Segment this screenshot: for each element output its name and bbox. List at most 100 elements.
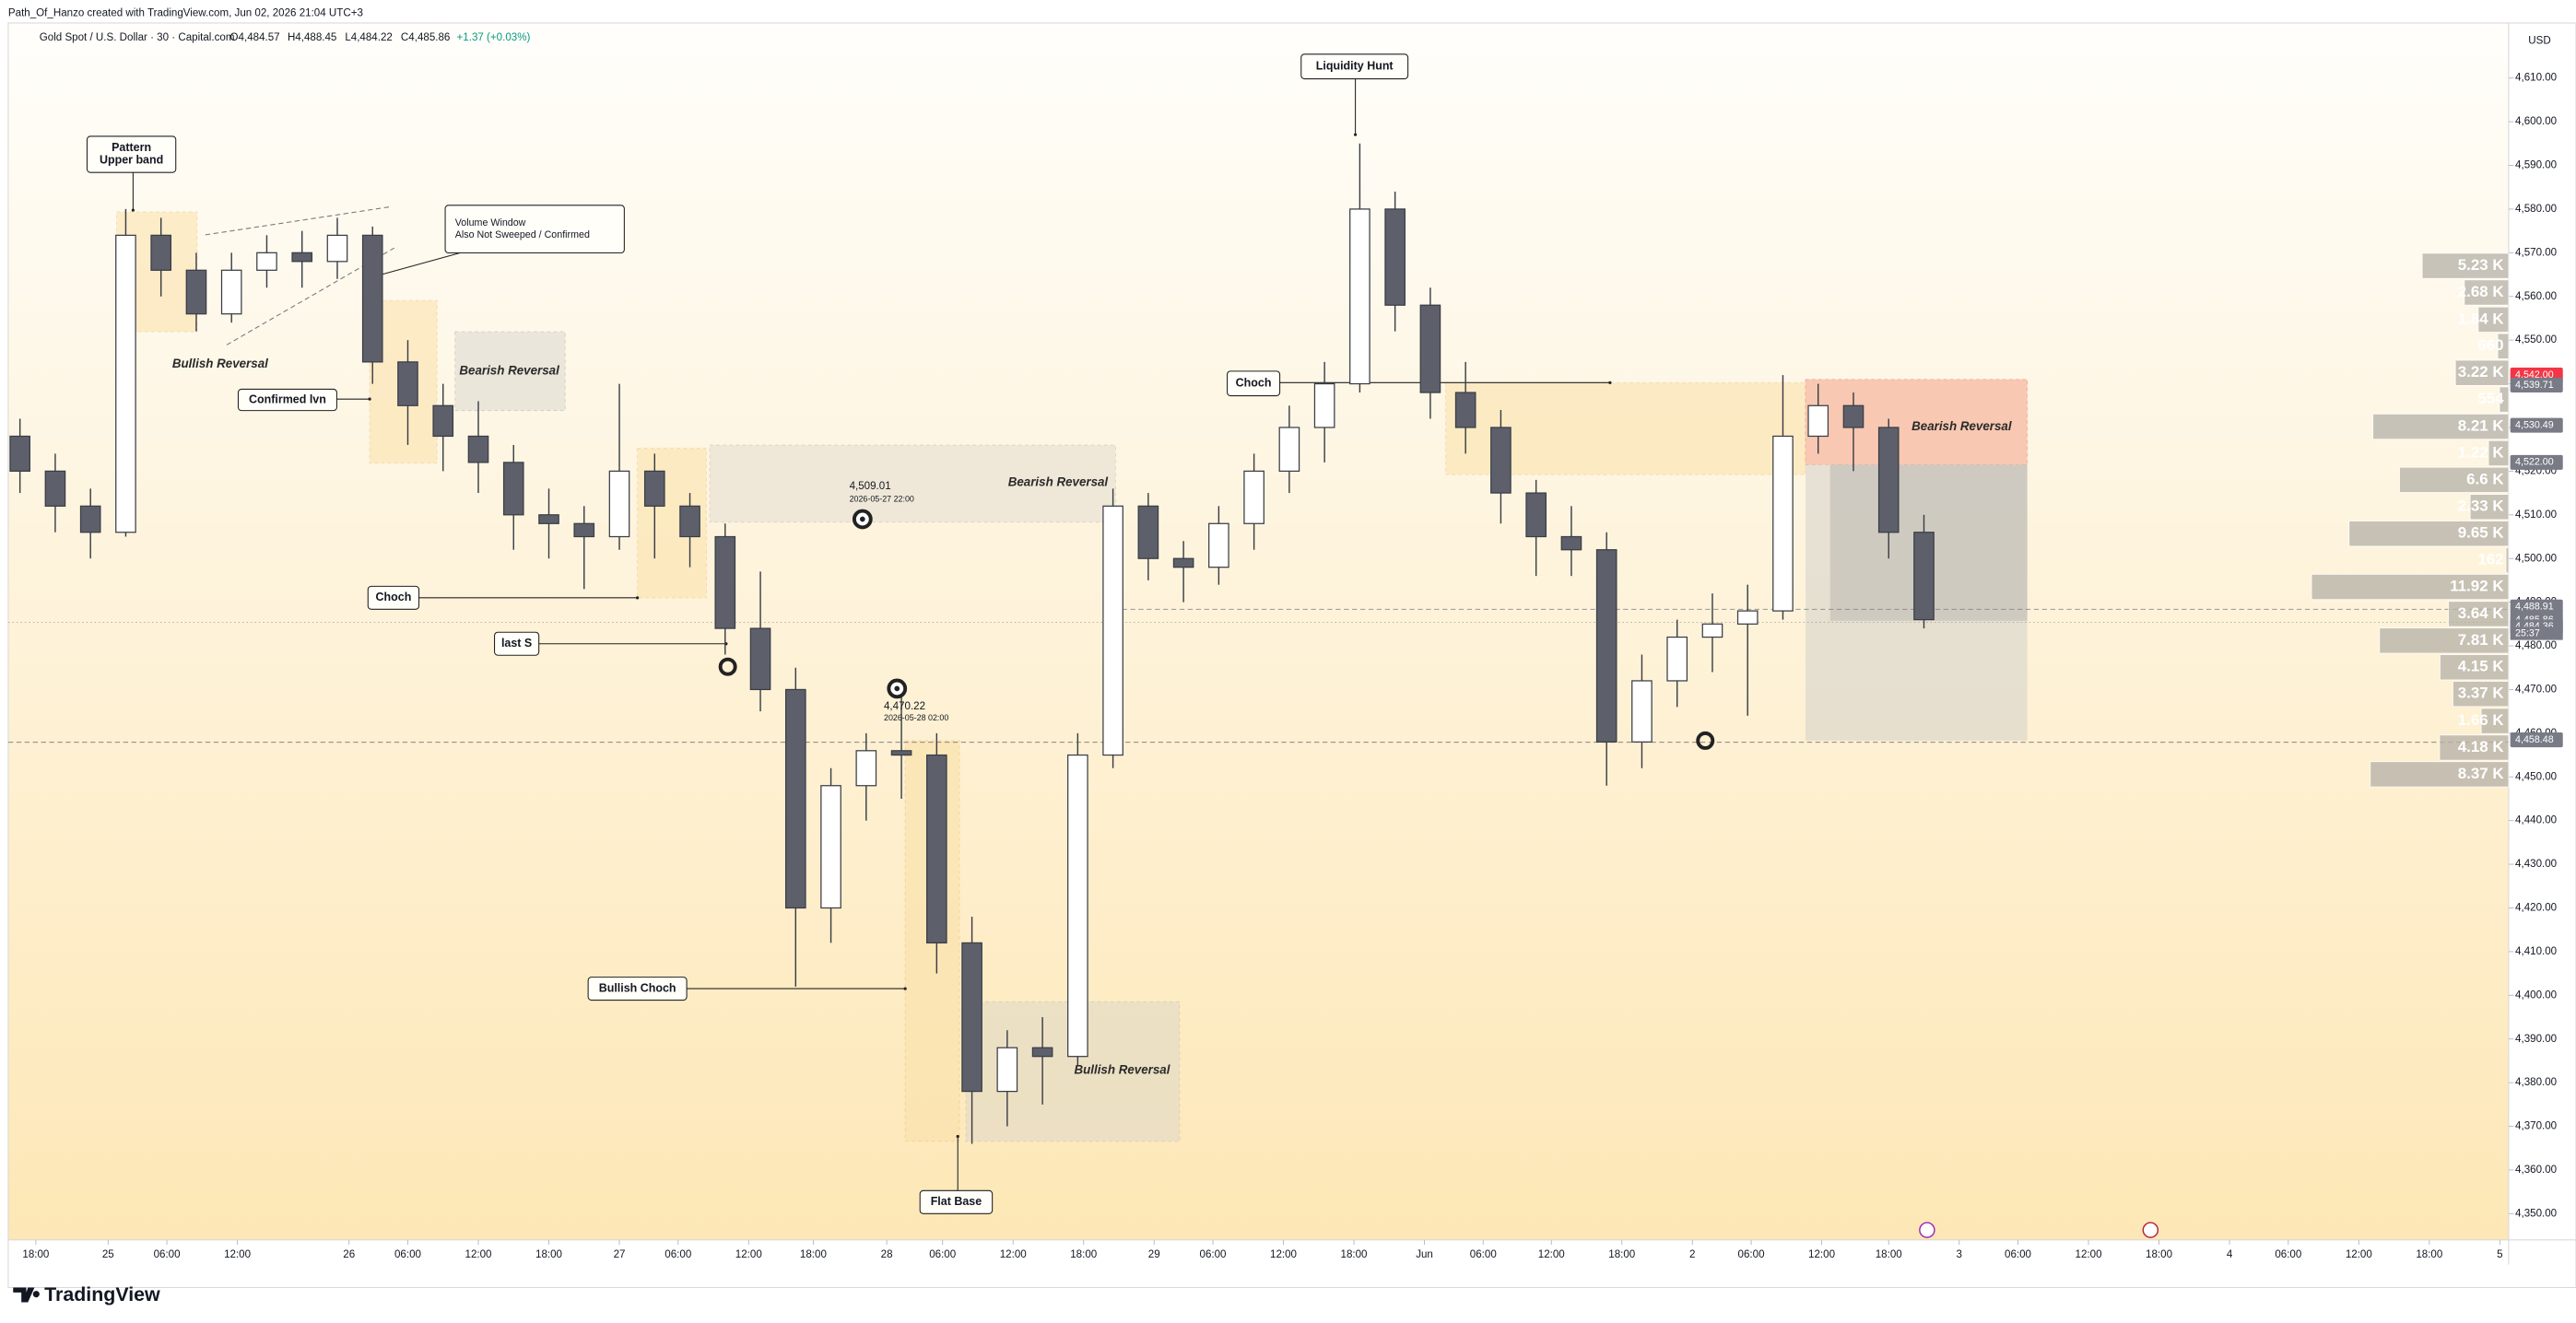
- zone-label: Bullish Reversal: [1074, 1063, 1170, 1077]
- candle-body: [1243, 470, 1264, 524]
- candle-body: [1208, 522, 1229, 568]
- x-tick-label: 5: [2497, 1249, 2502, 1260]
- currency: USD: [2528, 36, 2550, 47]
- volume-profile-bar: [2399, 466, 2510, 494]
- annotation-box: [237, 388, 337, 412]
- pivot-marker-core: [894, 685, 900, 692]
- plot-background: [7, 22, 2509, 1240]
- annotation-box: [919, 1189, 994, 1214]
- candle-body: [256, 252, 277, 271]
- zones: [7, 206, 2509, 1238]
- annotation-dot: [131, 208, 135, 212]
- volume-profile-label: 3.22 K: [2458, 363, 2505, 381]
- annotation-text: Bullish Choch: [599, 981, 676, 994]
- x-tick-label: 18:00: [800, 1249, 827, 1260]
- candle-body: [361, 234, 383, 363]
- volume-profile-bar: [2477, 306, 2510, 334]
- x-tick-label: 12:00: [465, 1249, 492, 1260]
- volume-profile-label: 11.92 K: [2450, 577, 2504, 594]
- x-tick-label: 28: [881, 1249, 893, 1260]
- pivot-marker-core: [859, 516, 865, 522]
- candle-body: [1595, 549, 1617, 743]
- x-tick-label: 26: [343, 1249, 355, 1260]
- countdown: 25:37: [2515, 627, 2540, 638]
- symbol: Gold Spot / U.S. Dollar · 30 · Capital.c…: [40, 32, 235, 43]
- pivot-time: 2026-05-27 22:00: [850, 494, 914, 503]
- volume-profile-label: 162: [2477, 551, 2503, 568]
- volume-profile-bar: [2488, 439, 2510, 467]
- price-badge-label: 4,539.71: [2515, 380, 2554, 391]
- y-tick-label: 4,560.00: [2515, 291, 2557, 302]
- candle-body: [1736, 610, 1759, 625]
- candle-body: [79, 505, 101, 533]
- y-tick-label: 4,580.00: [2515, 204, 2557, 215]
- volume-profile-bar: [2497, 333, 2510, 359]
- price-badge-label: 4,458.48: [2515, 734, 2554, 745]
- ohlc-close: C4,485.86: [401, 32, 450, 43]
- zone-label: Bearish Reversal: [1008, 475, 1109, 489]
- price-badge-label: 4,522.00: [2515, 457, 2554, 468]
- x-tick-label: Jun: [1416, 1249, 1433, 1260]
- candle-body: [1067, 754, 1088, 1058]
- candle-body: [749, 627, 771, 691]
- x-tick-label: 18:00: [1341, 1249, 1368, 1260]
- x-tick-label: 06:00: [1738, 1249, 1765, 1260]
- annotation-box: [444, 205, 625, 254]
- y-tick-label: 4,440.00: [2515, 815, 2557, 826]
- candle-body: [432, 404, 454, 438]
- candle-body: [996, 1047, 1018, 1093]
- volume-profile-label: 5.23 K: [2458, 256, 2505, 274]
- ohlc-high: H4,488.45: [288, 32, 336, 43]
- annotation-dot: [636, 596, 640, 600]
- annotation-dot: [903, 987, 907, 990]
- annotation-text: Upper band: [100, 154, 163, 167]
- volume-profile-label: 2.33 K: [2458, 498, 2505, 515]
- x-tick-label: 12:00: [224, 1249, 251, 1260]
- x-tick-label: 27: [614, 1249, 626, 1260]
- candle-body: [890, 750, 912, 756]
- candle-body: [573, 522, 595, 538]
- zone-box: [709, 444, 1116, 523]
- annotation-dot: [368, 397, 371, 401]
- price-badge: [2510, 377, 2563, 392]
- volume-profile-label: 7.81 K: [2458, 631, 2505, 649]
- candle-body: [1525, 492, 1547, 538]
- price-badge-label: 4,530.49: [2515, 419, 2554, 430]
- candle-body: [1419, 304, 1441, 393]
- price-badge-label: 4,488.91: [2515, 602, 2554, 613]
- candle-body: [1172, 557, 1194, 568]
- candle-body: [1807, 404, 1829, 438]
- volume-profile-label: 9.65 K: [2458, 524, 2505, 542]
- ohlc-open: O4,484.57: [230, 32, 280, 43]
- event-icon[interactable]: [1919, 1222, 1935, 1238]
- x-tick-label: 06:00: [2005, 1249, 2031, 1260]
- y-tick-label: 4,380.00: [2515, 1077, 2557, 1088]
- annotation-text: Flat Base: [931, 1195, 982, 1208]
- x-tick-label: 18:00: [22, 1249, 49, 1260]
- candle-body: [115, 234, 136, 533]
- x-tick-label: 2: [1689, 1249, 1695, 1260]
- x-tick-label: 06:00: [1470, 1249, 1497, 1260]
- x-tick-label: 12:00: [1808, 1249, 1835, 1260]
- volume-profile-bar: [2499, 386, 2510, 413]
- countdown-badge: [2510, 626, 2563, 640]
- candle-body: [820, 785, 841, 909]
- volume-profile-bar: [2448, 601, 2510, 627]
- y-tick-label: 4,360.00: [2515, 1165, 2557, 1176]
- volume-profile-label: 1.84 K: [2458, 310, 2505, 327]
- candle-body: [714, 535, 736, 629]
- price-badge: [2510, 599, 2563, 615]
- volume-profile-bar: [2454, 359, 2510, 386]
- volume-profile-label: 1.22 K: [2458, 443, 2505, 461]
- x-tick-label: 12:00: [1538, 1249, 1565, 1260]
- candle-body: [1877, 427, 1900, 533]
- candle-body: [1454, 392, 1476, 428]
- x-tick-label: 18:00: [1608, 1249, 1635, 1260]
- volume-profile-bar: [2480, 708, 2510, 734]
- candle-body: [608, 470, 630, 538]
- candle-body: [397, 361, 418, 406]
- event-icon[interactable]: [2142, 1222, 2159, 1238]
- volume-profile-label: 3.64 K: [2458, 604, 2505, 622]
- x-tick-label: 06:00: [154, 1249, 181, 1260]
